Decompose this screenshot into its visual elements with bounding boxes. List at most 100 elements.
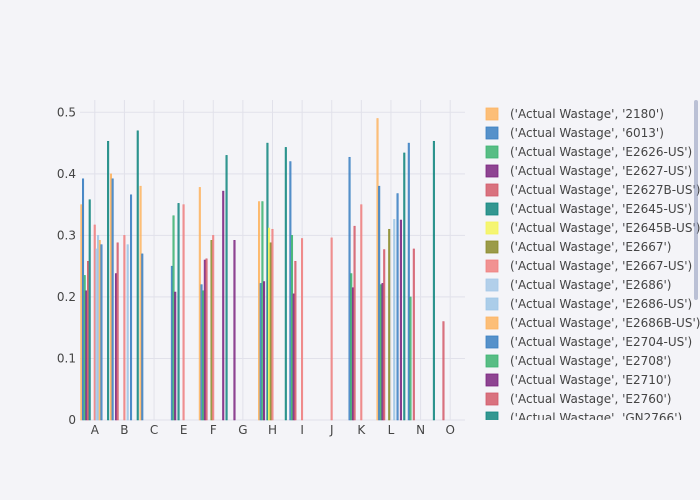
bar[interactable] [294,260,297,421]
bar[interactable] [379,284,382,421]
bar[interactable] [261,201,264,421]
legend-item[interactable]: ('Actual Wastage', 'E2686') [485,278,671,292]
bar[interactable] [172,215,175,421]
legend[interactable]: ('Actual Wastage', '2180') ('Actual Wasta… [485,100,700,425]
bar[interactable] [107,140,110,421]
legend-swatch [485,221,499,235]
bar[interactable] [233,240,236,421]
bar[interactable] [203,259,206,421]
bar[interactable] [378,185,381,421]
bar[interactable] [170,265,173,421]
bar[interactable] [114,273,118,421]
legend-item[interactable]: ('Actual Wastage', 'E2627B-US') [485,183,700,197]
bar[interactable] [222,190,225,421]
bar[interactable] [98,240,101,421]
bar[interactable] [301,238,304,421]
legend-item[interactable]: ('Actual Wastage', '6013') [485,126,664,140]
legend-item[interactable]: ('Actual Wastage', 'E2708') [485,354,671,368]
bar[interactable] [393,219,396,421]
bar[interactable] [407,142,410,421]
bar[interactable] [123,235,126,421]
bar[interactable] [350,273,353,421]
bar[interactable] [141,253,144,421]
legend-item[interactable]: ('Actual Wastage', 'GN2766') [485,411,682,425]
bar[interactable] [100,244,103,421]
bar[interactable] [353,225,356,421]
bar[interactable] [259,283,262,421]
bar[interactable] [174,291,177,421]
legend-item[interactable]: ('Actual Wastage', 'E2626-US') [485,145,692,159]
bar[interactable] [82,178,85,421]
bar[interactable] [412,248,415,421]
bar[interactable] [85,290,88,421]
bar[interactable] [210,240,213,421]
bar[interactable] [432,140,435,421]
bar[interactable] [80,204,83,421]
bar[interactable] [263,281,266,421]
bar[interactable] [258,201,261,421]
legend-item[interactable]: ('Actual Wastage', 'E2645B-US') [485,221,700,235]
legend-item[interactable]: ('Actual Wastage', 'E2686-US') [485,297,692,311]
bar[interactable] [388,228,391,421]
bar[interactable] [396,193,399,421]
bar[interactable] [130,194,133,421]
bar[interactable] [284,147,287,421]
legend-scrollbar[interactable] [694,100,698,300]
bar[interactable] [403,152,406,421]
legend-item[interactable]: ('Actual Wastage', '2180') [485,107,664,121]
bar[interactable] [348,156,351,421]
legend-swatch [485,392,499,406]
bar[interactable] [88,199,91,421]
x-tick-label: K [357,423,366,437]
bar[interactable] [330,237,333,421]
bar[interactable] [182,204,185,421]
bar[interactable] [409,296,412,421]
bar[interactable] [381,283,384,421]
bar[interactable] [202,290,205,421]
legend-item[interactable]: ('Actual Wastage', 'E2704-US') [485,335,692,349]
bar[interactable] [93,224,96,421]
bar[interactable] [205,258,208,421]
bar[interactable] [442,321,445,421]
bar[interactable] [139,185,142,421]
legend-item[interactable]: ('Actual Wastage', 'E2627-US') [485,164,692,178]
y-tick-label: 0.1 [57,351,76,365]
legend-item[interactable]: ('Actual Wastage', 'E2760') [485,392,671,406]
bar[interactable] [269,242,272,421]
bar[interactable] [266,142,269,421]
bar[interactable] [376,118,379,421]
bar[interactable] [198,187,201,421]
bar[interactable] [97,235,100,421]
bar[interactable] [292,293,295,421]
y-tick-label: 0.3 [57,228,76,242]
bar[interactable] [87,260,90,421]
legend-item[interactable]: ('Actual Wastage', 'E2710') [485,373,671,387]
legend-item[interactable]: ('Actual Wastage', 'E2686B-US') [485,316,700,330]
bar[interactable] [290,235,294,421]
bar[interactable] [83,275,86,421]
bar[interactable] [200,284,203,421]
bar[interactable] [136,130,139,421]
bar[interactable] [225,155,228,421]
legend-item[interactable]: ('Actual Wastage', 'E2667') [485,240,671,254]
bar[interactable] [268,227,271,421]
bar[interactable] [126,244,129,421]
bar[interactable] [212,235,215,421]
x-tick-label: N [416,423,425,437]
bar[interactable] [289,161,292,421]
legend-item[interactable]: ('Actual Wastage', 'E2645-US') [485,202,692,216]
bar[interactable] [177,203,180,421]
legend-item[interactable]: ('Actual Wastage', 'E2667-US') [485,259,692,273]
bar[interactable] [351,287,354,421]
bar[interactable] [111,178,114,421]
legend-swatch [485,335,499,349]
bars[interactable] [80,118,445,421]
bar[interactable] [383,249,386,421]
bar[interactable] [399,219,402,421]
bar[interactable] [95,248,98,421]
bar[interactable] [109,173,112,421]
legend-label: ('Actual Wastage', 'E2667-US') [510,259,692,273]
bar[interactable] [360,204,363,421]
bar[interactable] [271,228,274,421]
bar[interactable] [116,242,119,421]
